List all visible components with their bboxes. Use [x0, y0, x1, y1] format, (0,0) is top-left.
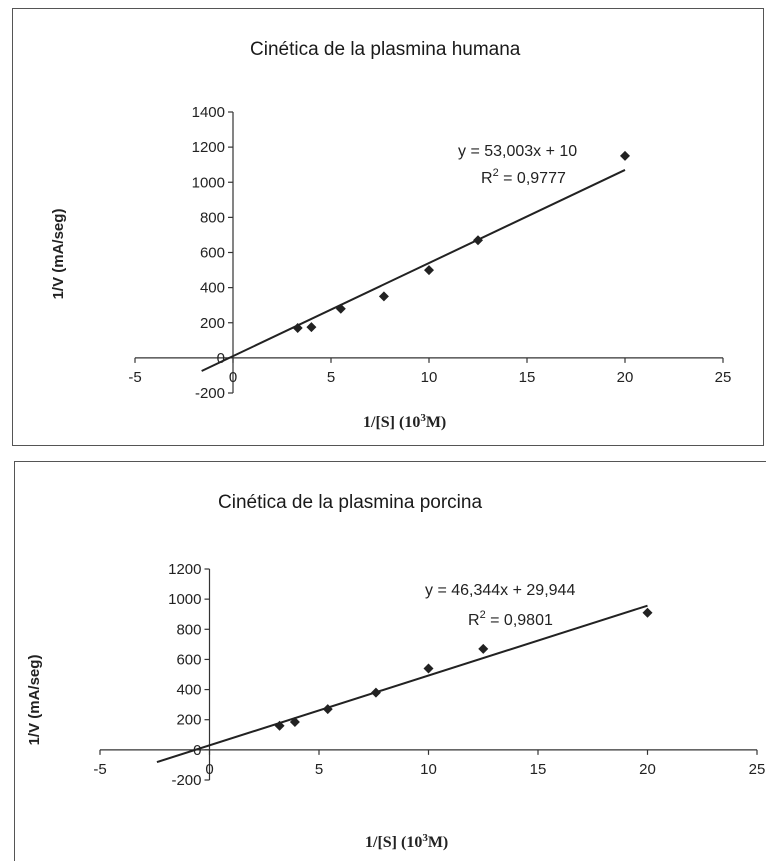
y-tick-label: 1200 [192, 139, 225, 156]
y-tick-label: 200 [200, 315, 225, 332]
y-tick-label: 400 [176, 682, 201, 699]
x-tick-label: 25 [715, 369, 732, 386]
data-point [473, 235, 483, 246]
y-tick-label: -200 [171, 772, 201, 789]
data-point [335, 303, 346, 314]
x-tick-label: 15 [519, 369, 536, 386]
r-squared-label: R2 = 0,9777 [481, 167, 566, 187]
chart-human-svg: Cinética de la plasmina humana -20002004… [50, 39, 732, 431]
x-axis-label: 1/[S] (103M) [363, 412, 446, 431]
x-tick-label: -5 [128, 369, 141, 386]
data-point [378, 291, 389, 302]
data-point [370, 687, 381, 698]
y-tick-label: 800 [200, 209, 225, 226]
y-tick-label: 0 [193, 742, 201, 759]
data-point [642, 607, 653, 618]
y-tick-label: 200 [176, 712, 201, 729]
data-point [292, 323, 303, 334]
y-tick-label: 1200 [168, 561, 201, 578]
x-tick-label: 0 [205, 761, 213, 778]
data-point [306, 322, 317, 333]
data-point [289, 716, 300, 727]
y-tick-label: 600 [176, 651, 201, 668]
x-tick-label: 25 [749, 761, 766, 778]
x-tick-label: 5 [327, 369, 335, 386]
r-squared-label: R2 = 0,9801 [468, 609, 553, 629]
x-tick-label: 20 [617, 369, 634, 386]
y-tick-label: 400 [200, 280, 225, 297]
y-tick-label: 1000 [168, 591, 201, 608]
trendline [201, 169, 626, 372]
data-point [274, 720, 285, 731]
y-tick-label: -200 [195, 385, 225, 402]
y-tick-label: 800 [176, 621, 201, 638]
chart-porcine-svg: Cinética de la plasmina porcina -2000200… [26, 492, 766, 851]
chart-title: Cinética de la plasmina porcina [218, 492, 482, 513]
trendline-equation: y = 53,003x + 10 [458, 143, 577, 160]
chart-panel-porcine: Cinética de la plasmina porcina -200 0 200… [14, 461, 766, 861]
x-axis-label: 1/[S] (103M) [365, 832, 448, 851]
y-axis-label: 1/V (mA/seg) [50, 209, 67, 300]
x-tick-label: 5 [315, 761, 323, 778]
x-tick-label: 0 [229, 369, 237, 386]
chart-panel-human: Cinética de la plasmina humana -200 0 200 4… [12, 8, 764, 446]
x-tick-label: 10 [420, 761, 437, 778]
x-tick-label: -5 [93, 761, 106, 778]
y-tick-label: 1400 [192, 104, 225, 121]
data-point [478, 643, 489, 654]
trendline [156, 604, 648, 764]
data-point [423, 663, 434, 674]
x-tick-label: 10 [421, 369, 438, 386]
x-tick-label: 20 [639, 761, 656, 778]
y-tick-label: 1000 [192, 174, 225, 191]
trendline-equation: y = 46,344x + 29,944 [425, 582, 575, 599]
data-point [322, 704, 333, 715]
y-axis-label: 1/V (mA/seg) [26, 655, 43, 746]
data-point [620, 150, 630, 161]
chart-title: Cinética de la plasmina humana [250, 39, 521, 60]
y-tick-label: 0 [217, 350, 225, 367]
x-tick-label: 15 [530, 761, 547, 778]
y-tick-label: 600 [200, 245, 225, 262]
data-point [424, 265, 434, 276]
